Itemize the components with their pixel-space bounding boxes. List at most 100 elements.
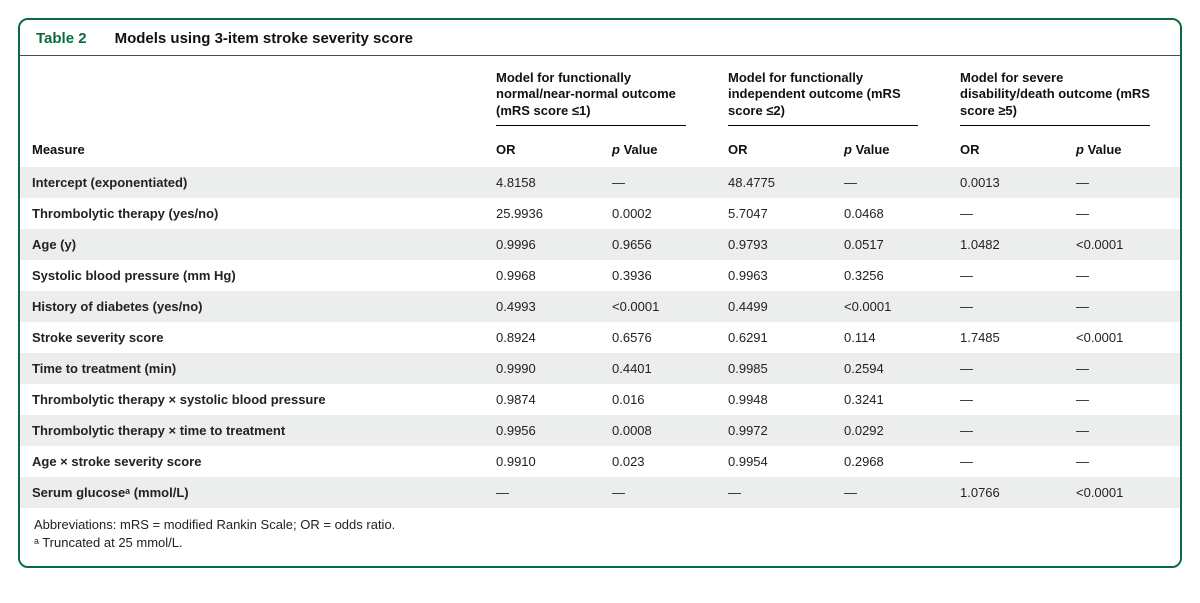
col-or-3: OR	[948, 134, 1064, 167]
cell-value: 0.9956	[484, 415, 600, 446]
cell-value: —	[716, 477, 832, 508]
cell-value: —	[948, 291, 1064, 322]
cell-value: 0.0013	[948, 167, 1064, 198]
cell-value: 0.016	[600, 384, 716, 415]
col-measure: Measure	[20, 134, 484, 167]
model-header-2: Model for functionally independent outco…	[716, 56, 948, 134]
cell-value: —	[832, 167, 948, 198]
cell-value: —	[1064, 291, 1180, 322]
col-p-3: p Value	[1064, 134, 1180, 167]
cell-value: 0.2594	[832, 353, 948, 384]
model-header-row: Model for functionally normal/near-norma…	[20, 56, 1180, 134]
table-row: Age × stroke severity score0.99100.0230.…	[20, 446, 1180, 477]
cell-value: 0.0468	[832, 198, 948, 229]
table-title: Models using 3-item stroke severity scor…	[115, 30, 413, 47]
table-row: Serum glucoseᵃ (mmol/L)————1.0766<0.0001	[20, 477, 1180, 508]
cell-value: —	[1064, 167, 1180, 198]
table-row: Intercept (exponentiated)4.8158—48.4775—…	[20, 167, 1180, 198]
table-row: Thrombolytic therapy × time to treatment…	[20, 415, 1180, 446]
model-header-1: Model for functionally normal/near-norma…	[484, 56, 716, 134]
model-header-3: Model for severe disability/death outcom…	[948, 56, 1180, 134]
cell-value: —	[600, 167, 716, 198]
cell-value: —	[600, 477, 716, 508]
cell-measure: Serum glucoseᵃ (mmol/L)	[20, 477, 484, 508]
cell-measure: Intercept (exponentiated)	[20, 167, 484, 198]
cell-value: 0.9874	[484, 384, 600, 415]
cell-value: —	[948, 446, 1064, 477]
cell-value: <0.0001	[1064, 229, 1180, 260]
cell-value: 0.9910	[484, 446, 600, 477]
cell-measure: History of diabetes (yes/no)	[20, 291, 484, 322]
cell-value: 4.8158	[484, 167, 600, 198]
cell-value: 0.023	[600, 446, 716, 477]
table-row: Systolic blood pressure (mm Hg)0.99680.3…	[20, 260, 1180, 291]
table-row: Age (y)0.99960.96560.97930.05171.0482<0.…	[20, 229, 1180, 260]
cell-value: —	[1064, 446, 1180, 477]
cell-value: 0.6576	[600, 322, 716, 353]
cell-value: 0.9963	[716, 260, 832, 291]
cell-value: 0.3256	[832, 260, 948, 291]
cell-value: —	[948, 260, 1064, 291]
cell-measure: Thrombolytic therapy × time to treatment	[20, 415, 484, 446]
table-row: Thrombolytic therapy × systolic blood pr…	[20, 384, 1180, 415]
cell-measure: Thrombolytic therapy (yes/no)	[20, 198, 484, 229]
data-table: Model for functionally normal/near-norma…	[20, 56, 1180, 508]
cell-value: 0.0002	[600, 198, 716, 229]
cell-value: —	[1064, 384, 1180, 415]
table-number: Table 2	[36, 30, 87, 47]
col-or-1: OR	[484, 134, 600, 167]
table-row: Stroke severity score0.89240.65760.62910…	[20, 322, 1180, 353]
col-p-2: p Value	[832, 134, 948, 167]
cell-measure: Stroke severity score	[20, 322, 484, 353]
table-row: History of diabetes (yes/no)0.4993<0.000…	[20, 291, 1180, 322]
cell-value: 0.0292	[832, 415, 948, 446]
cell-value: 0.9972	[716, 415, 832, 446]
cell-measure: Age × stroke severity score	[20, 446, 484, 477]
cell-measure: Thrombolytic therapy × systolic blood pr…	[20, 384, 484, 415]
col-p-1: p Value	[600, 134, 716, 167]
cell-value: 0.114	[832, 322, 948, 353]
cell-value: 0.9968	[484, 260, 600, 291]
table-body: Intercept (exponentiated)4.8158—48.4775—…	[20, 167, 1180, 508]
cell-value: 0.4401	[600, 353, 716, 384]
cell-value: 0.3241	[832, 384, 948, 415]
cell-value: <0.0001	[1064, 322, 1180, 353]
cell-value: —	[948, 415, 1064, 446]
cell-value: —	[1064, 260, 1180, 291]
cell-value: 0.9954	[716, 446, 832, 477]
cell-value: —	[1064, 353, 1180, 384]
cell-value: —	[948, 384, 1064, 415]
col-or-2: OR	[716, 134, 832, 167]
cell-value: —	[1064, 415, 1180, 446]
cell-value: 48.4775	[716, 167, 832, 198]
cell-value: 0.4499	[716, 291, 832, 322]
cell-value: —	[1064, 198, 1180, 229]
cell-value: <0.0001	[832, 291, 948, 322]
cell-value: 1.7485	[948, 322, 1064, 353]
cell-value: 1.0766	[948, 477, 1064, 508]
cell-value: —	[484, 477, 600, 508]
cell-value: 0.3936	[600, 260, 716, 291]
table-titlebar: Table 2 Models using 3-item stroke sever…	[20, 20, 1180, 56]
cell-value: 0.9990	[484, 353, 600, 384]
cell-measure: Systolic blood pressure (mm Hg)	[20, 260, 484, 291]
cell-value: <0.0001	[600, 291, 716, 322]
cell-value: 0.2968	[832, 446, 948, 477]
cell-measure: Age (y)	[20, 229, 484, 260]
table-footer: Abbreviations: mRS = modified Rankin Sca…	[20, 508, 1180, 566]
table-row: Time to treatment (min)0.99900.44010.998…	[20, 353, 1180, 384]
cell-value: 1.0482	[948, 229, 1064, 260]
cell-value: 0.9985	[716, 353, 832, 384]
cell-value: —	[948, 353, 1064, 384]
cell-value: 0.9793	[716, 229, 832, 260]
table-row: Thrombolytic therapy (yes/no)25.99360.00…	[20, 198, 1180, 229]
footer-note: ᵃ Truncated at 25 mmol/L.	[34, 534, 1166, 552]
cell-value: 0.9996	[484, 229, 600, 260]
cell-value: 25.9936	[484, 198, 600, 229]
column-header-row: Measure OR p Value OR p Value OR p Value	[20, 134, 1180, 167]
cell-value: 0.0517	[832, 229, 948, 260]
cell-value: 0.0008	[600, 415, 716, 446]
cell-measure: Time to treatment (min)	[20, 353, 484, 384]
cell-value: 0.9656	[600, 229, 716, 260]
cell-value: <0.0001	[1064, 477, 1180, 508]
